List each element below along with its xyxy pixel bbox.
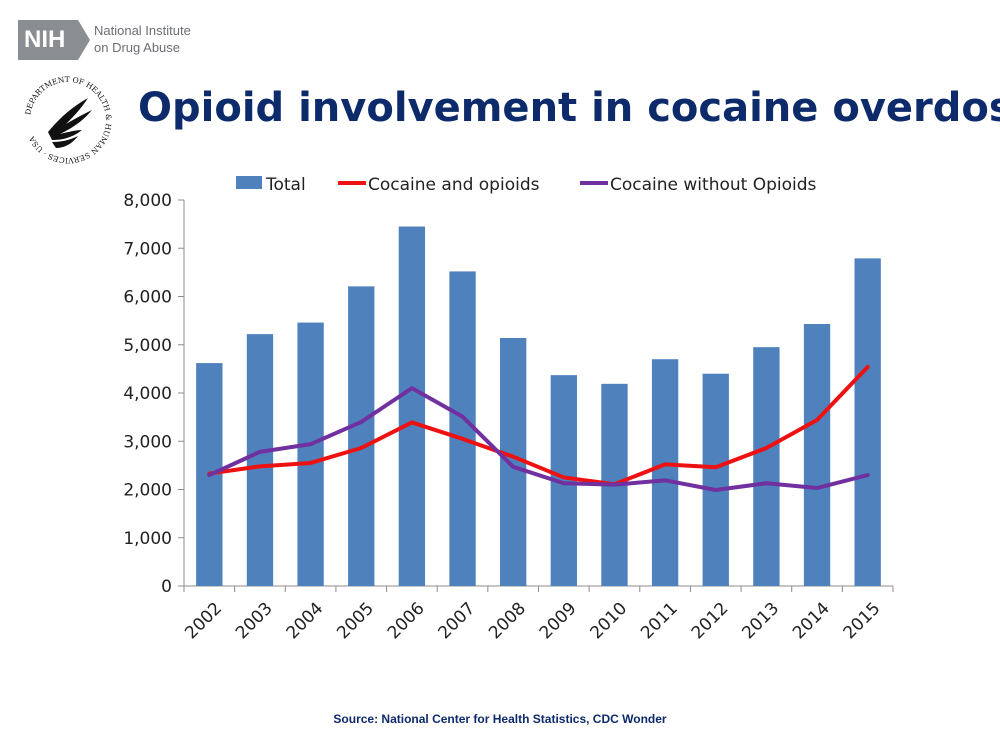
bar-2011 — [651, 359, 679, 586]
bar-2012 — [702, 373, 729, 586]
x-tick-label: 2010 — [586, 599, 631, 644]
legend-label: Cocaine and opioids — [368, 175, 540, 195]
legend-item: Cocaine and opioids — [338, 175, 540, 195]
y-tick-label: 5,000 — [123, 336, 172, 356]
y-tick-label: 0 — [161, 577, 172, 597]
institute-name-line1: National Institute — [94, 23, 191, 38]
source-note: Source: National Center for Health Stati… — [333, 712, 667, 726]
bar-2007 — [449, 271, 476, 586]
x-tick-label: 2005 — [333, 599, 378, 644]
nih-logo-mark: NIH — [18, 20, 90, 60]
legend-item: Cocaine without Opioids — [580, 175, 817, 195]
bar-2015 — [854, 258, 881, 586]
line-series — [207, 364, 870, 492]
bar-2004 — [297, 322, 324, 586]
bar-2006 — [398, 226, 426, 586]
institute-name: National Institute on Drug Abuse — [94, 22, 191, 56]
page-title: Opioid involvement in cocaine overdose — [138, 85, 1000, 131]
nih-logo: NIH National Institute on Drug Abuse — [18, 20, 218, 64]
hhs-seal-icon: DEPARTMENT OF HEALTH & HUMAN SERVICES · … — [23, 75, 113, 165]
y-tick-label: 2,000 — [123, 481, 172, 501]
y-tick-label: 3,000 — [123, 432, 172, 452]
x-tick-label: 2015 — [840, 599, 885, 644]
x-tick-label: 2012 — [688, 599, 733, 644]
x-tick-label: 2008 — [485, 599, 530, 644]
y-tick-label: 1,000 — [123, 529, 172, 549]
x-tick-label: 2006 — [384, 599, 429, 644]
series-line-1 — [207, 364, 870, 487]
bar-2014 — [803, 324, 831, 586]
x-tick-label: 2003 — [232, 599, 277, 644]
legend-label: Total — [265, 175, 306, 195]
x-tick-label: 2013 — [738, 599, 783, 644]
legend-item: Total — [236, 175, 306, 195]
series-line-2 — [207, 386, 870, 492]
y-tick-label: 4,000 — [123, 384, 172, 404]
y-tick-label: 6,000 — [123, 288, 172, 308]
legend-swatch — [236, 176, 262, 189]
y-tick-label: 7,000 — [123, 239, 172, 259]
x-tick-label: 2004 — [283, 599, 328, 644]
chart: Total Cocaine and opioids Cocaine without … — [123, 175, 894, 644]
institute-name-line2: on Drug Abuse — [94, 40, 181, 55]
legend-label: Cocaine without Opioids — [610, 175, 817, 195]
x-tick-label: 2009 — [536, 599, 581, 644]
chart-legend: Total Cocaine and opioids Cocaine without … — [236, 175, 817, 195]
bar-2003 — [246, 334, 274, 586]
y-tick-label: 8,000 — [123, 191, 172, 211]
x-tick-label: 2011 — [637, 599, 682, 644]
bar-2013 — [753, 347, 780, 586]
x-axis: 2002 2003 2004 2005 2006 2007 2008 2009 2010 2011… — [181, 585, 894, 644]
x-tick-label: 2007 — [435, 599, 480, 644]
bar-series-total — [196, 226, 881, 586]
x-tick-label: 2014 — [789, 599, 834, 644]
bar-2005 — [348, 286, 375, 586]
y-axis: 0 1,000 2,000 3,000 4,000 5,000 6,000 7,000 8,00… — [123, 191, 185, 597]
x-tick-label: 2002 — [181, 599, 226, 644]
